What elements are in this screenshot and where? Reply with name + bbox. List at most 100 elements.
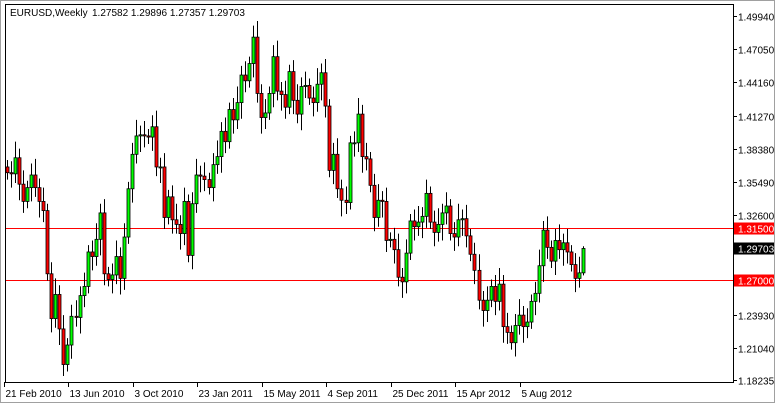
- bear-candle: [448, 205, 453, 234]
- bear-candle: [186, 201, 191, 256]
- bear-candle: [501, 283, 506, 328]
- bull-candle: [388, 238, 393, 241]
- y-tick-label: 1.21040: [738, 345, 775, 356]
- y-tick-label: 1.35490: [738, 179, 775, 190]
- bear-candle: [231, 109, 236, 121]
- y-tick-label: 1.18235: [738, 377, 775, 388]
- bear-candle: [400, 276, 405, 283]
- x-tick-label: 21 Feb 2010: [6, 389, 63, 400]
- bull-candle: [65, 344, 70, 365]
- bear-candle: [259, 93, 264, 118]
- bear-candle: [472, 253, 477, 271]
- bull-candle: [29, 174, 34, 189]
- bull-candle: [561, 242, 566, 251]
- bear-candle: [118, 256, 123, 279]
- bear-candle: [102, 212, 107, 275]
- bull-candle: [436, 223, 441, 233]
- level-price-label-bg: [734, 274, 774, 287]
- bull-candle: [69, 315, 74, 346]
- bull-candle: [271, 56, 276, 94]
- bear-candle: [9, 172, 14, 175]
- bull-candle: [416, 221, 421, 228]
- bull-candle: [13, 157, 18, 175]
- y-tick-label: 1.47050: [738, 46, 775, 57]
- bear-candle: [17, 157, 22, 185]
- bear-candle: [360, 113, 365, 158]
- bull-candle: [287, 71, 292, 108]
- bear-candle: [452, 233, 457, 238]
- bull-candle: [376, 199, 381, 218]
- bull-candle: [460, 218, 465, 221]
- bull-candle: [444, 205, 449, 214]
- level-price-label: 1.31500: [738, 225, 775, 236]
- bear-candle: [335, 153, 340, 190]
- bear-candle: [344, 199, 349, 203]
- y-tick-label: 1.44160: [738, 79, 775, 90]
- bull-candle: [315, 83, 320, 104]
- bull-candle: [98, 212, 103, 240]
- bull-candle: [348, 142, 353, 203]
- ohlc-readout: 1.27582 1.29896 1.27357 1.29703: [92, 8, 245, 19]
- bear-candle: [521, 314, 526, 328]
- bull-candle: [227, 109, 232, 143]
- bear-candle: [37, 187, 42, 202]
- bear-candle: [428, 192, 433, 223]
- bull-candle: [122, 236, 127, 279]
- bear-candle: [545, 229, 550, 248]
- bear-candle: [468, 235, 473, 255]
- bull-candle: [529, 300, 534, 323]
- x-tick-label: 5 Aug 2012: [522, 389, 573, 400]
- bear-candle: [279, 90, 284, 95]
- bear-candle: [33, 174, 38, 189]
- bull-candle: [456, 219, 461, 238]
- x-tick-label: 4 Sep 2011: [328, 389, 379, 400]
- bull-candle: [581, 248, 586, 274]
- bear-candle: [509, 331, 514, 344]
- bear-candle: [311, 97, 316, 104]
- bull-candle: [235, 102, 240, 121]
- bear-candle: [557, 240, 562, 251]
- bull-candle: [126, 188, 131, 238]
- bear-candle: [49, 273, 54, 319]
- level-price-label: 1.27000: [738, 277, 775, 288]
- bear-candle: [380, 199, 385, 202]
- level-price-label-bg: [734, 222, 774, 235]
- x-tick-label: 15 May 2011: [264, 389, 322, 400]
- bear-candle: [307, 84, 312, 99]
- bull-candle: [424, 192, 429, 217]
- x-tick-label: 23 Jan 2011: [199, 389, 254, 400]
- bull-candle: [247, 63, 252, 82]
- bull-candle: [319, 72, 324, 85]
- bull-candle: [211, 164, 216, 189]
- bear-candle: [57, 294, 62, 330]
- bear-candle: [392, 238, 397, 251]
- bull-candle: [166, 196, 171, 218]
- bull-candle: [182, 201, 187, 234]
- bear-candle: [396, 249, 401, 278]
- bear-candle: [569, 251, 574, 266]
- bull-candle: [525, 321, 530, 328]
- bull-candle: [331, 153, 336, 171]
- bull-candle: [53, 294, 58, 319]
- bull-candle: [440, 212, 445, 225]
- bull-candle: [110, 274, 115, 280]
- bear-candle: [41, 201, 46, 212]
- bear-candle: [477, 269, 482, 301]
- bear-candle: [323, 72, 328, 107]
- bear-candle: [364, 156, 369, 160]
- bull-candle: [130, 153, 135, 190]
- bull-candle: [263, 112, 268, 118]
- bear-candle: [243, 74, 248, 82]
- bull-candle: [404, 252, 409, 283]
- bear-candle: [464, 218, 469, 237]
- bear-candle: [61, 328, 66, 365]
- y-tick-label: 1.49940: [738, 13, 775, 24]
- bull-candle: [513, 325, 518, 344]
- y-tick-label: 1.32600: [738, 212, 775, 223]
- bull-candle: [420, 215, 425, 223]
- bull-candle: [299, 86, 304, 115]
- y-tick-label: 1.38380: [738, 146, 775, 157]
- x-tick-label: 15 Apr 2012: [457, 389, 511, 400]
- bear-candle: [481, 299, 486, 311]
